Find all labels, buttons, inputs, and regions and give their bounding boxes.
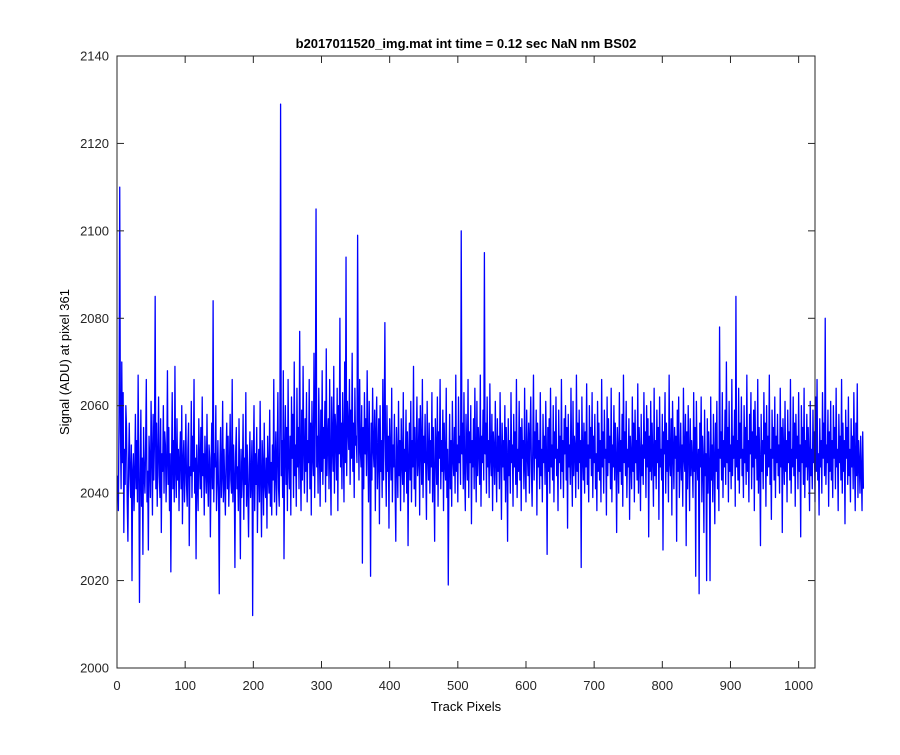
y-tick-label: 2100: [80, 223, 109, 238]
x-tick-label: 100: [174, 678, 196, 693]
y-tick-label: 2000: [80, 661, 109, 676]
series-line-1: [117, 103, 865, 617]
x-tick-label: 900: [720, 678, 742, 693]
y-tick-label: 2040: [80, 486, 109, 501]
x-tick-label: 600: [515, 678, 537, 693]
series-layer: [117, 103, 865, 617]
chart-title: b2017011520_img.mat int time = 0.12 sec …: [296, 36, 637, 51]
x-tick-label: 500: [447, 678, 469, 693]
x-tick-label: 700: [583, 678, 605, 693]
x-tick-label: 300: [311, 678, 333, 693]
y-tick-label: 2020: [80, 573, 109, 588]
y-tick-label: 2080: [80, 311, 109, 326]
y-tick-label: 2120: [80, 136, 109, 151]
x-tick-label: 0: [113, 678, 120, 693]
x-tick-label: 400: [379, 678, 401, 693]
axes-box: [116, 55, 816, 669]
y-tick-label: 2060: [80, 398, 109, 413]
x-tick-label: 800: [651, 678, 673, 693]
x-axis-label: Track Pixels: [431, 699, 502, 714]
y-tick-label: 2140: [80, 49, 109, 64]
x-tick-label: 200: [242, 678, 264, 693]
y-axis-label: Signal (ADU) at pixel 361: [57, 289, 72, 435]
x-tick-label: 1000: [784, 678, 813, 693]
axes-layer: 0 100 200 300 400 500 600 700 800 900 1000 2000 2020…: [80, 49, 816, 693]
